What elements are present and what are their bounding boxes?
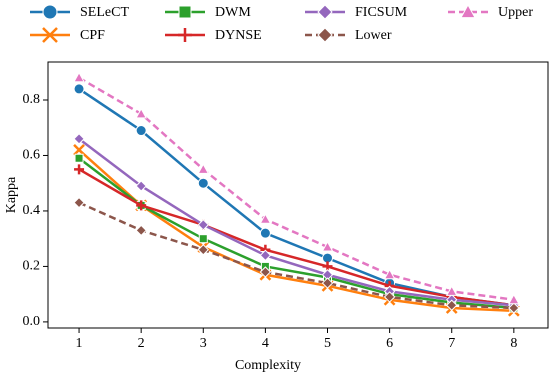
legend-label: Upper: [498, 5, 533, 20]
x-tick-label: 4: [262, 336, 269, 351]
marker: [445, 285, 458, 296]
legend-label: Lower: [355, 28, 392, 43]
marker: [73, 71, 85, 83]
x-tick-label: 2: [138, 336, 145, 351]
x-tick-label: 5: [324, 336, 331, 351]
marker: [259, 266, 272, 278]
marker: [42, 27, 58, 43]
legend-label: DWM: [215, 5, 251, 20]
series-line: [78, 157, 514, 310]
x-tick-label: 6: [386, 336, 393, 351]
marker: [383, 268, 396, 280]
marker: [178, 28, 192, 42]
marker: [321, 277, 334, 289]
y-axis-label: Kappa: [4, 176, 19, 213]
marker: [259, 227, 271, 239]
x-tick-label: 1: [76, 336, 83, 351]
marker: [74, 164, 85, 175]
x-tick-label: 3: [200, 336, 207, 351]
legend-label: CPF: [80, 28, 105, 43]
y-tick-label: 0.8: [23, 92, 41, 107]
x-tick-label: 8: [510, 336, 517, 351]
marker: [197, 244, 209, 256]
marker: [321, 240, 334, 252]
marker: [73, 144, 85, 156]
y-tick-label: 0.6: [23, 148, 41, 163]
marker: [73, 196, 85, 209]
marker: [135, 125, 147, 137]
series-line: [78, 76, 515, 301]
y-tick-label: 0.2: [23, 259, 41, 274]
series-line: [78, 137, 514, 307]
legend-label: SELeCT: [80, 5, 129, 20]
marker: [259, 213, 272, 224]
x-axis-label: Complexity: [235, 358, 301, 373]
marker: [135, 107, 148, 119]
y-tick-label: 0.0: [23, 314, 41, 329]
marker: [317, 4, 333, 20]
marker: [73, 83, 85, 95]
marker: [317, 27, 333, 43]
legend-label: FICSUM: [355, 5, 408, 20]
marker: [178, 5, 192, 19]
marker: [446, 299, 458, 311]
series-line: [78, 168, 515, 307]
marker: [259, 249, 272, 262]
y-tick-label: 0.4: [23, 203, 41, 218]
marker: [197, 219, 209, 231]
marker: [135, 224, 147, 237]
marker: [74, 153, 84, 163]
marker: [136, 200, 147, 211]
legend-label: DYNSE: [215, 28, 262, 43]
series-line: [78, 201, 514, 310]
marker: [42, 4, 58, 20]
marker: [135, 180, 147, 192]
marker: [197, 177, 209, 189]
marker: [460, 3, 476, 19]
marker: [507, 293, 520, 305]
x-tick-label: 7: [448, 336, 455, 351]
marker: [73, 133, 85, 145]
plot-frame: [47, 61, 549, 329]
marker: [508, 302, 520, 314]
marker: [198, 234, 208, 244]
marker: [197, 163, 210, 174]
marker: [383, 291, 396, 303]
